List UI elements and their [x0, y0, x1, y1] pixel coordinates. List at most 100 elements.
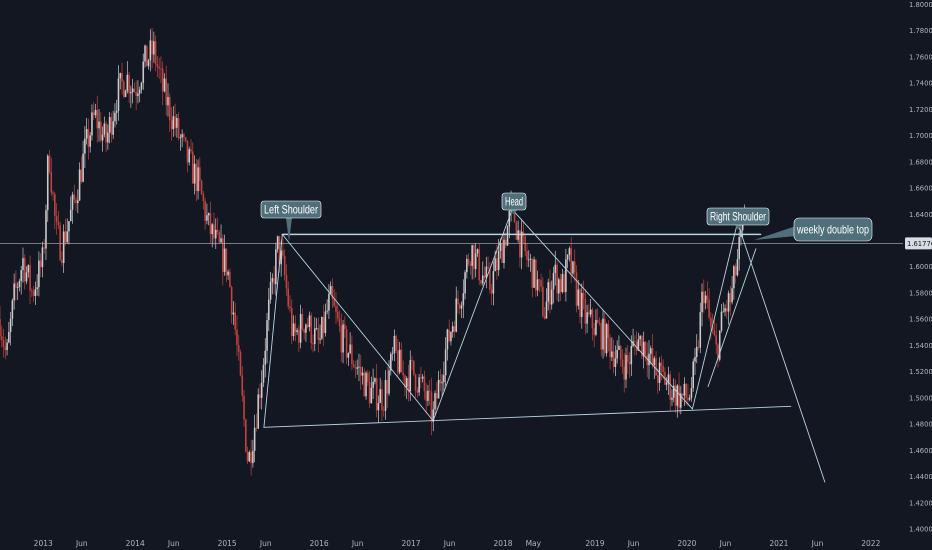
- y-tick-label: 1.66000: [909, 185, 932, 193]
- candle: [135, 80, 137, 111]
- candle: [214, 218, 217, 249]
- candle: [568, 246, 571, 262]
- x-tick-label: 2018: [493, 539, 512, 548]
- candle: [718, 330, 721, 362]
- y-tick-label: 1.54000: [909, 342, 932, 350]
- x-tick-label: Jun: [811, 539, 824, 548]
- candle: [717, 342, 719, 368]
- candle: [11, 298, 14, 327]
- candle: [310, 312, 313, 350]
- candle: [603, 312, 606, 357]
- y-tick-label: 1.40000: [909, 526, 932, 534]
- candle: [250, 440, 252, 476]
- candle: [319, 324, 321, 344]
- candle: [124, 89, 127, 98]
- annotation-label: Left Shoulder: [260, 200, 322, 242]
- candle: [626, 345, 629, 374]
- candle: [577, 280, 580, 310]
- candle: [193, 155, 196, 195]
- annotation-text: Head: [505, 195, 523, 209]
- candle: [412, 360, 415, 377]
- candle: [191, 142, 194, 184]
- candle: [359, 354, 362, 390]
- candle: [492, 261, 495, 306]
- candle: [285, 264, 288, 297]
- candle: [271, 273, 274, 295]
- candle: [352, 359, 355, 369]
- candle: [328, 283, 330, 320]
- x-tick-label: Jun: [351, 539, 364, 548]
- candle: [441, 374, 443, 397]
- candle: [450, 330, 452, 346]
- candle: [614, 345, 617, 377]
- candle: [290, 299, 293, 345]
- candle: [545, 288, 548, 319]
- candle: [137, 80, 139, 104]
- candle: [117, 65, 120, 121]
- annotation-label: Right Shoulder: [706, 207, 770, 230]
- candle: [98, 108, 100, 142]
- candle: [367, 369, 369, 387]
- candle: [179, 134, 182, 151]
- candle: [437, 371, 440, 399]
- candle: [246, 446, 249, 465]
- candle: [31, 288, 33, 297]
- x-tick-label: 2013: [34, 539, 53, 548]
- candle: [312, 334, 314, 353]
- candle: [565, 248, 567, 302]
- candle: [156, 56, 159, 78]
- candle: [579, 288, 581, 324]
- candle: [207, 212, 210, 226]
- candle: [612, 339, 615, 374]
- candle: [344, 316, 346, 339]
- x-tick-label: 2019: [585, 539, 604, 548]
- candle: [363, 368, 366, 397]
- candle: [649, 345, 652, 365]
- candle: [176, 114, 178, 138]
- candle: [252, 439, 254, 468]
- candle: [206, 203, 208, 225]
- pattern-line: [432, 209, 513, 422]
- candle: [561, 269, 564, 294]
- y-tick-label: 1.44000: [909, 473, 932, 481]
- candle: [725, 299, 728, 319]
- candle: [15, 270, 17, 301]
- candle: [80, 156, 83, 184]
- candle: [299, 304, 302, 349]
- candle: [683, 377, 686, 407]
- candle: [126, 61, 129, 94]
- candle: [140, 81, 143, 94]
- candle: [706, 281, 709, 309]
- candle: [543, 306, 546, 320]
- pattern-line: [691, 222, 738, 410]
- candle: [425, 383, 427, 414]
- y-tick-label: 1.76000: [909, 53, 932, 61]
- candle: [266, 312, 268, 364]
- candle: [697, 339, 700, 351]
- candle: [292, 315, 295, 341]
- candle: [289, 295, 291, 313]
- y-tick-label: 1.60000: [909, 263, 932, 271]
- candle: [558, 277, 560, 302]
- candle: [321, 316, 323, 340]
- candle: [167, 83, 169, 117]
- candle: [269, 271, 272, 304]
- candle: [467, 253, 470, 267]
- candle: [478, 243, 481, 285]
- candle: [611, 337, 613, 362]
- candle: [273, 265, 275, 294]
- candle: [209, 201, 212, 244]
- candle: [529, 253, 532, 272]
- candle: [358, 353, 360, 382]
- candles: [0, 28, 746, 476]
- candle: [368, 371, 371, 408]
- candle: [618, 335, 620, 351]
- candle: [204, 197, 206, 230]
- y-tick-label: 1.64000: [909, 211, 932, 219]
- candle: [82, 140, 84, 183]
- candle: [657, 368, 659, 394]
- candle: [241, 366, 244, 402]
- candle: [685, 383, 687, 405]
